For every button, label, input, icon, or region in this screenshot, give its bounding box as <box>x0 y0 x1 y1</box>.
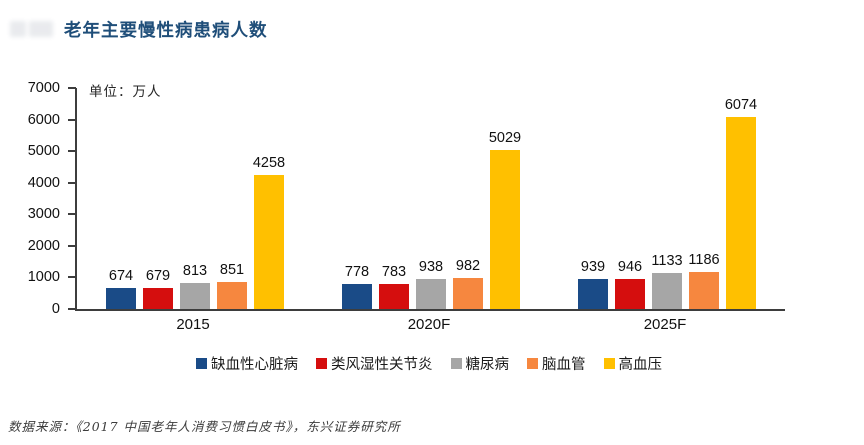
bar-value-label: 946 <box>617 259 643 276</box>
bar-value-label: 674 <box>108 267 134 284</box>
chart-title: 老年主要慢性病患病人数 <box>64 20 268 40</box>
y-axis-tick-label: 7000 <box>27 80 60 96</box>
category-group: 778 783 938 982 5029 <box>313 88 549 309</box>
legend-swatch <box>316 358 327 369</box>
bar: 1186 <box>688 252 720 309</box>
y-axis-tick <box>68 276 76 279</box>
legend-item: 糖尿病 <box>450 353 510 374</box>
legend-item: 缺血性心脏病 <box>196 353 298 374</box>
y-axis-tick-label: 1000 <box>27 269 60 286</box>
bar: 679 <box>143 268 173 309</box>
legend-swatch <box>603 358 615 369</box>
bar: 982 <box>453 258 483 309</box>
unit-label: 单位：万人 <box>89 84 162 99</box>
y-axis-tick <box>68 213 76 216</box>
legend-item: 高血压 <box>603 353 663 374</box>
bar: 4258 <box>253 155 285 309</box>
bar: 783 <box>379 264 409 309</box>
bar-value-label: 679 <box>145 267 171 284</box>
bar-value-label: 1186 <box>688 251 720 268</box>
legend-label: 高血压 <box>618 357 663 373</box>
y-axis-tick <box>68 118 76 121</box>
legend-label: 缺血性心脏病 <box>211 357 298 373</box>
category-group: 674 679 813 851 4258 <box>77 88 313 309</box>
y-axis-tick-label: 6000 <box>27 111 60 128</box>
bar: 1133 <box>651 253 683 309</box>
legend-label: 脑血管 <box>542 357 586 373</box>
bar-value-label: 1133 <box>651 253 683 270</box>
y-axis-tick-label: 0 <box>51 301 60 317</box>
y-axis-tick-label: 4000 <box>27 174 60 191</box>
x-axis-label: 2020F <box>407 316 451 333</box>
legend: 缺血性心脏病 类风湿性关节炎 糖尿病 脑血管 高血压 <box>75 353 783 374</box>
y-axis-tick <box>68 181 76 184</box>
x-axis-label: 2025F <box>643 316 687 333</box>
legend-swatch <box>450 358 462 369</box>
bar-value-label: 851 <box>219 262 245 279</box>
bar: 778 <box>342 264 372 309</box>
y-axis-tick-label: 2000 <box>27 237 60 254</box>
bar-value-label: 5029 <box>488 130 522 147</box>
legend-item: 脑血管 <box>527 353 586 374</box>
bar: 851 <box>217 262 247 309</box>
legend-swatch <box>196 358 207 369</box>
bar-value-label: 938 <box>418 259 444 276</box>
y-axis-tick <box>68 244 76 247</box>
bar: 938 <box>416 259 446 309</box>
bar-value-label: 982 <box>455 258 481 274</box>
x-axis-label: 2015 <box>176 316 210 333</box>
bar: 939 <box>578 259 608 309</box>
x-axis-labels: 2015 2020F 2025F <box>75 316 783 333</box>
y-axis-tick-label: 5000 <box>27 143 60 160</box>
bar-value-label: 6074 <box>724 97 758 114</box>
bar-value-label: 813 <box>182 263 208 280</box>
plot-area: 单位：万人 674 679 813 851 4258 778 783 938 982 5029 93… <box>68 84 785 311</box>
source-note: 数据来源：《2017 中国老年人消费习惯白皮书》，东兴证券研究所 <box>8 419 401 434</box>
bar: 946 <box>615 259 645 309</box>
y-axis-tick <box>68 150 76 153</box>
bar: 6074 <box>725 97 757 309</box>
faded-label-artifact <box>10 21 56 38</box>
legend-label: 糖尿病 <box>465 357 510 373</box>
y-axis-tick <box>68 87 76 89</box>
y-axis-tick-label: 3000 <box>27 206 60 223</box>
y-axis-tick <box>68 308 76 310</box>
legend-swatch <box>527 358 538 369</box>
legend-label: 类风湿性关节炎 <box>331 357 433 373</box>
bar-value-label: 939 <box>580 259 606 276</box>
bar-value-label: 778 <box>344 264 370 281</box>
category-group: 939 946 1133 1186 6074 <box>549 88 785 309</box>
y-axis-labels: 0 1000 2000 3000 4000 5000 6000 7000 <box>0 80 60 317</box>
bar: 674 <box>106 268 136 309</box>
bar-value-label: 783 <box>381 264 407 281</box>
bar-value-label: 4258 <box>252 154 286 171</box>
bar: 5029 <box>489 130 521 309</box>
bar: 813 <box>180 263 210 309</box>
legend-item: 类风湿性关节炎 <box>316 353 433 374</box>
